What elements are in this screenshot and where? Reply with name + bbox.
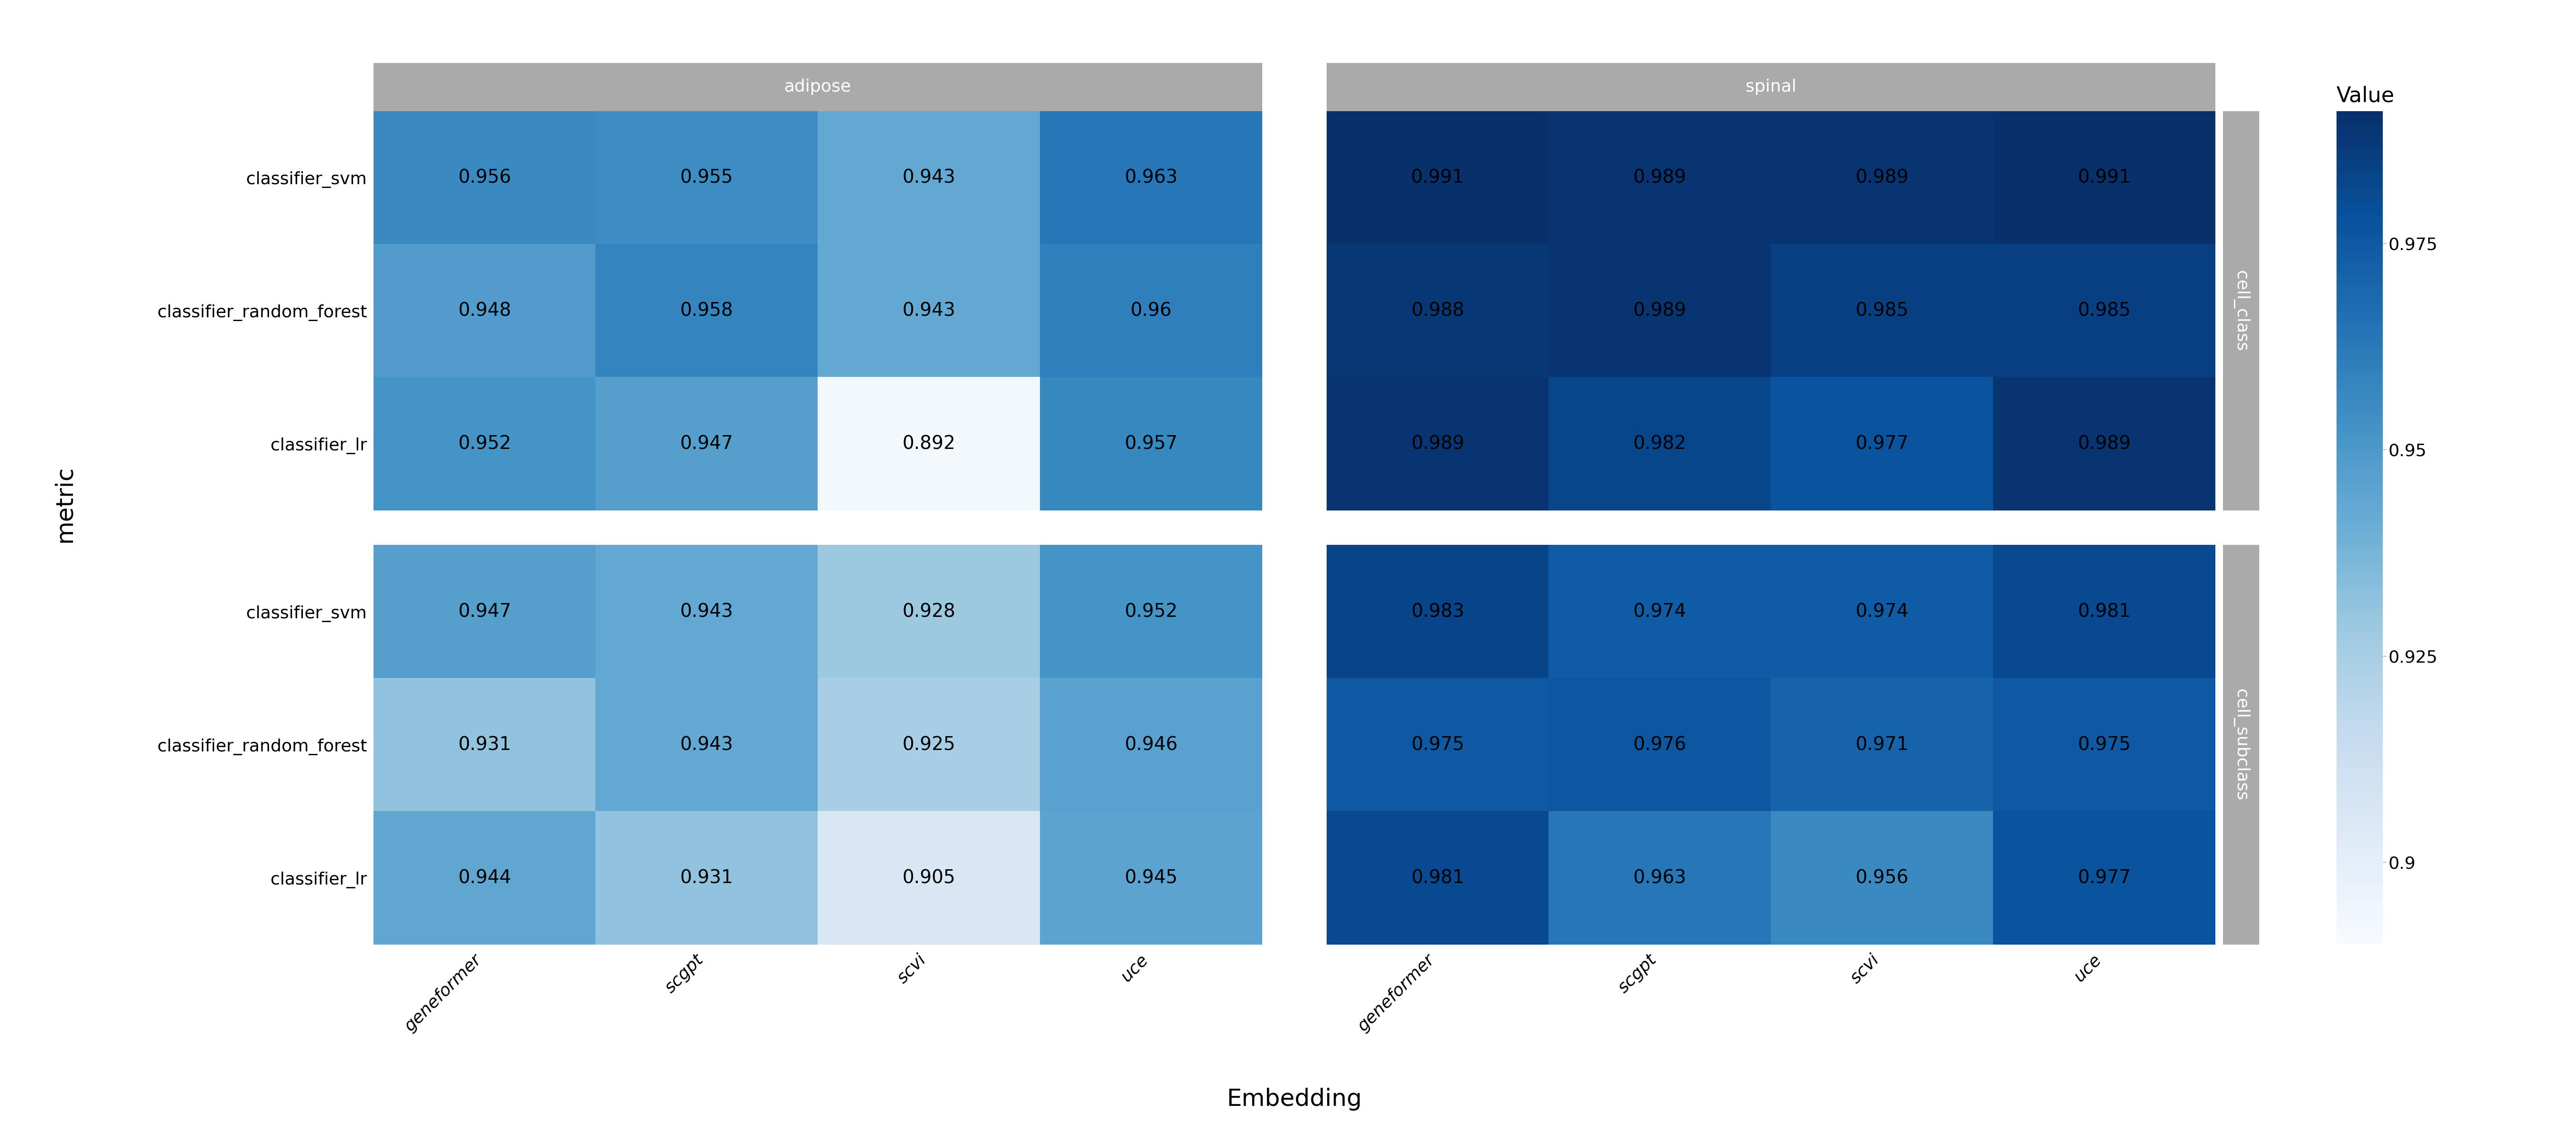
Text: 0.977: 0.977 (2079, 869, 2130, 887)
Text: 0.975: 0.975 (2079, 736, 2130, 753)
Text: 0.96: 0.96 (1131, 302, 1172, 319)
Text: Embedding: Embedding (1226, 1088, 1363, 1111)
Text: 0.945: 0.945 (1126, 869, 1177, 887)
Text: 0.983: 0.983 (1412, 602, 1463, 621)
Text: 0.971: 0.971 (1855, 736, 1909, 753)
Text: 0.931: 0.931 (680, 869, 734, 887)
Text: 0.905: 0.905 (902, 869, 956, 887)
Text: 0.974: 0.974 (1633, 602, 1687, 621)
Text: 0.931: 0.931 (459, 736, 510, 753)
Text: 0.985: 0.985 (1855, 302, 1909, 319)
Text: 0.989: 0.989 (1633, 168, 1687, 187)
Text: 0.955: 0.955 (680, 168, 734, 187)
Text: 0.925: 0.925 (902, 736, 956, 753)
Text: 0.943: 0.943 (680, 602, 734, 621)
Text: 0.975: 0.975 (1412, 736, 1463, 753)
Text: metric: metric (54, 465, 75, 543)
Text: 0.944: 0.944 (459, 869, 510, 887)
Text: 0.952: 0.952 (459, 435, 510, 453)
Text: 0.985: 0.985 (2079, 302, 2130, 319)
Text: 0.988: 0.988 (1412, 302, 1463, 319)
Text: 0.948: 0.948 (459, 302, 510, 319)
Text: cell_class: cell_class (2233, 270, 2249, 352)
Text: 0.947: 0.947 (680, 435, 734, 453)
Text: 0.991: 0.991 (1412, 168, 1463, 187)
Text: 0.892: 0.892 (902, 435, 956, 453)
Text: 0.943: 0.943 (902, 168, 956, 187)
Text: 0.989: 0.989 (1412, 435, 1463, 453)
Text: 0.947: 0.947 (459, 602, 510, 621)
Text: 0.956: 0.956 (459, 168, 510, 187)
Text: 0.963: 0.963 (1633, 869, 1687, 887)
Text: 0.977: 0.977 (1855, 435, 1909, 453)
Text: 0.943: 0.943 (902, 302, 956, 319)
Text: 0.989: 0.989 (1633, 302, 1687, 319)
Text: 0.974: 0.974 (1855, 602, 1909, 621)
Text: 0.981: 0.981 (2079, 602, 2130, 621)
Text: 0.991: 0.991 (2079, 168, 2130, 187)
Text: 0.943: 0.943 (680, 736, 734, 753)
Text: 0.952: 0.952 (1126, 602, 1177, 621)
Text: 0.989: 0.989 (1855, 168, 1909, 187)
Text: 0.989: 0.989 (2079, 435, 2130, 453)
Text: Value: Value (2336, 86, 2396, 106)
Text: 0.928: 0.928 (902, 602, 956, 621)
Text: 0.963: 0.963 (1126, 168, 1177, 187)
Text: spinal: spinal (1747, 79, 1795, 95)
Text: 0.976: 0.976 (1633, 736, 1687, 753)
Text: adipose: adipose (783, 79, 853, 95)
Text: 0.946: 0.946 (1126, 736, 1177, 753)
Text: cell_subclass: cell_subclass (2233, 689, 2249, 800)
Text: 0.957: 0.957 (1126, 435, 1177, 453)
Text: 0.958: 0.958 (680, 302, 734, 319)
Text: 0.956: 0.956 (1855, 869, 1909, 887)
Text: 0.982: 0.982 (1633, 435, 1687, 453)
Text: 0.981: 0.981 (1412, 869, 1463, 887)
